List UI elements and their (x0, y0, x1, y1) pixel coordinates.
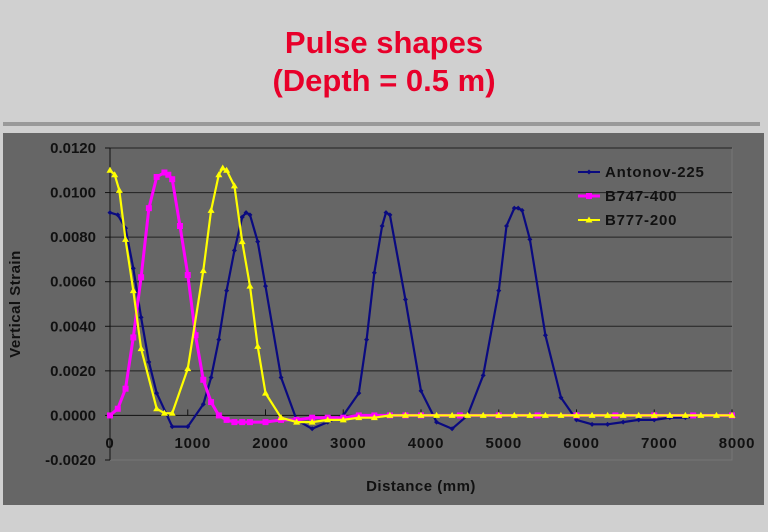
x-tick-label: 5000 (485, 435, 522, 452)
data-series (106, 164, 736, 432)
legend-item: B747-400 (578, 188, 677, 205)
y-tick-label: 0.0060 (50, 274, 96, 291)
legend-label: B777-200 (605, 212, 677, 229)
y-tick-label: 0.0020 (50, 363, 96, 380)
y-tick-label: 0.0000 (50, 407, 96, 424)
y-tick-label: 0.0040 (50, 318, 96, 335)
y-axis-label: Vertical Strain (7, 250, 24, 358)
legend-label: B747-400 (605, 188, 677, 205)
x-axis-ticks: 0 1000 2000 3000 4000 5000 6000 7000 8000 (105, 435, 756, 452)
x-tick-label: 8000 (719, 435, 756, 452)
gridlines (109, 147, 733, 461)
series-b777-200 (106, 164, 736, 425)
x-tick-label: 6000 (563, 435, 600, 452)
y-tick-label: 0.0100 (50, 185, 96, 202)
title-divider (3, 122, 760, 126)
x-axis-label: Distance (mm) (366, 478, 476, 495)
x-tick-label: 3000 (330, 435, 367, 452)
x-tick-label: 0 (105, 435, 114, 452)
legend-label: Antonov-225 (605, 164, 705, 181)
y-tick-label: 0.0120 (50, 140, 96, 157)
slide-subtitle: (Depth = 0.5 m) (272, 63, 496, 98)
slide-title: Pulse shapes (284, 25, 484, 60)
legend-item: Antonov-225 (578, 164, 705, 181)
legend-item: B777-200 (578, 212, 677, 229)
y-tick-label: 0.0080 (50, 229, 96, 246)
x-tick-label: 1000 (174, 435, 211, 452)
y-axis-ticks: 0.0120 0.0100 0.0080 0.0060 0.0040 0.0020 0.00… (45, 140, 96, 469)
series-antonov-225 (107, 205, 735, 432)
chart-panel (3, 133, 764, 505)
x-tick-label: 7000 (641, 435, 678, 452)
legend: Antonov-225 B747-400 B777-200 (578, 164, 705, 229)
y-tick-label: -0.0020 (45, 452, 96, 469)
x-tick-label: 2000 (252, 435, 289, 452)
x-tick-label: 4000 (408, 435, 445, 452)
